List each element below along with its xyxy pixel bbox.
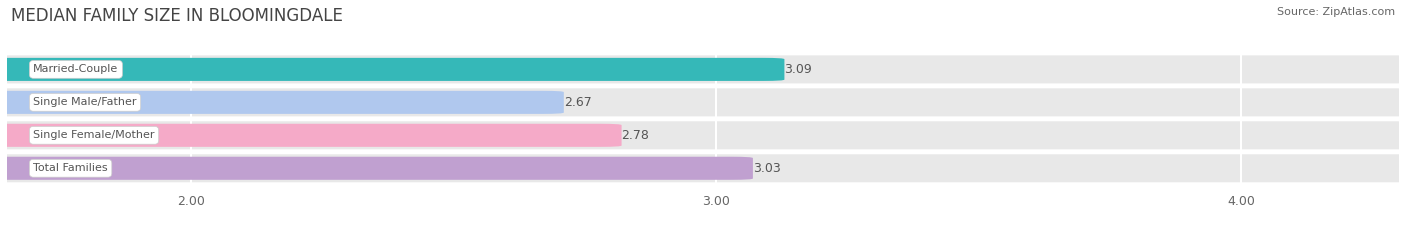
FancyBboxPatch shape [7,154,1399,182]
Text: 3.09: 3.09 [785,63,813,76]
FancyBboxPatch shape [0,58,785,81]
Text: Total Families: Total Families [34,163,108,173]
FancyBboxPatch shape [0,91,564,114]
FancyBboxPatch shape [0,157,752,180]
FancyBboxPatch shape [0,124,621,147]
Text: Single Male/Father: Single Male/Father [34,97,136,107]
FancyBboxPatch shape [7,55,1399,83]
FancyBboxPatch shape [7,88,1399,116]
Text: 2.67: 2.67 [564,96,592,109]
Text: Source: ZipAtlas.com: Source: ZipAtlas.com [1277,7,1395,17]
FancyBboxPatch shape [7,121,1399,149]
Text: 2.78: 2.78 [621,129,650,142]
Text: Married-Couple: Married-Couple [34,64,118,74]
Text: Single Female/Mother: Single Female/Mother [34,130,155,140]
Text: 3.03: 3.03 [752,162,780,175]
Text: MEDIAN FAMILY SIZE IN BLOOMINGDALE: MEDIAN FAMILY SIZE IN BLOOMINGDALE [11,7,343,25]
